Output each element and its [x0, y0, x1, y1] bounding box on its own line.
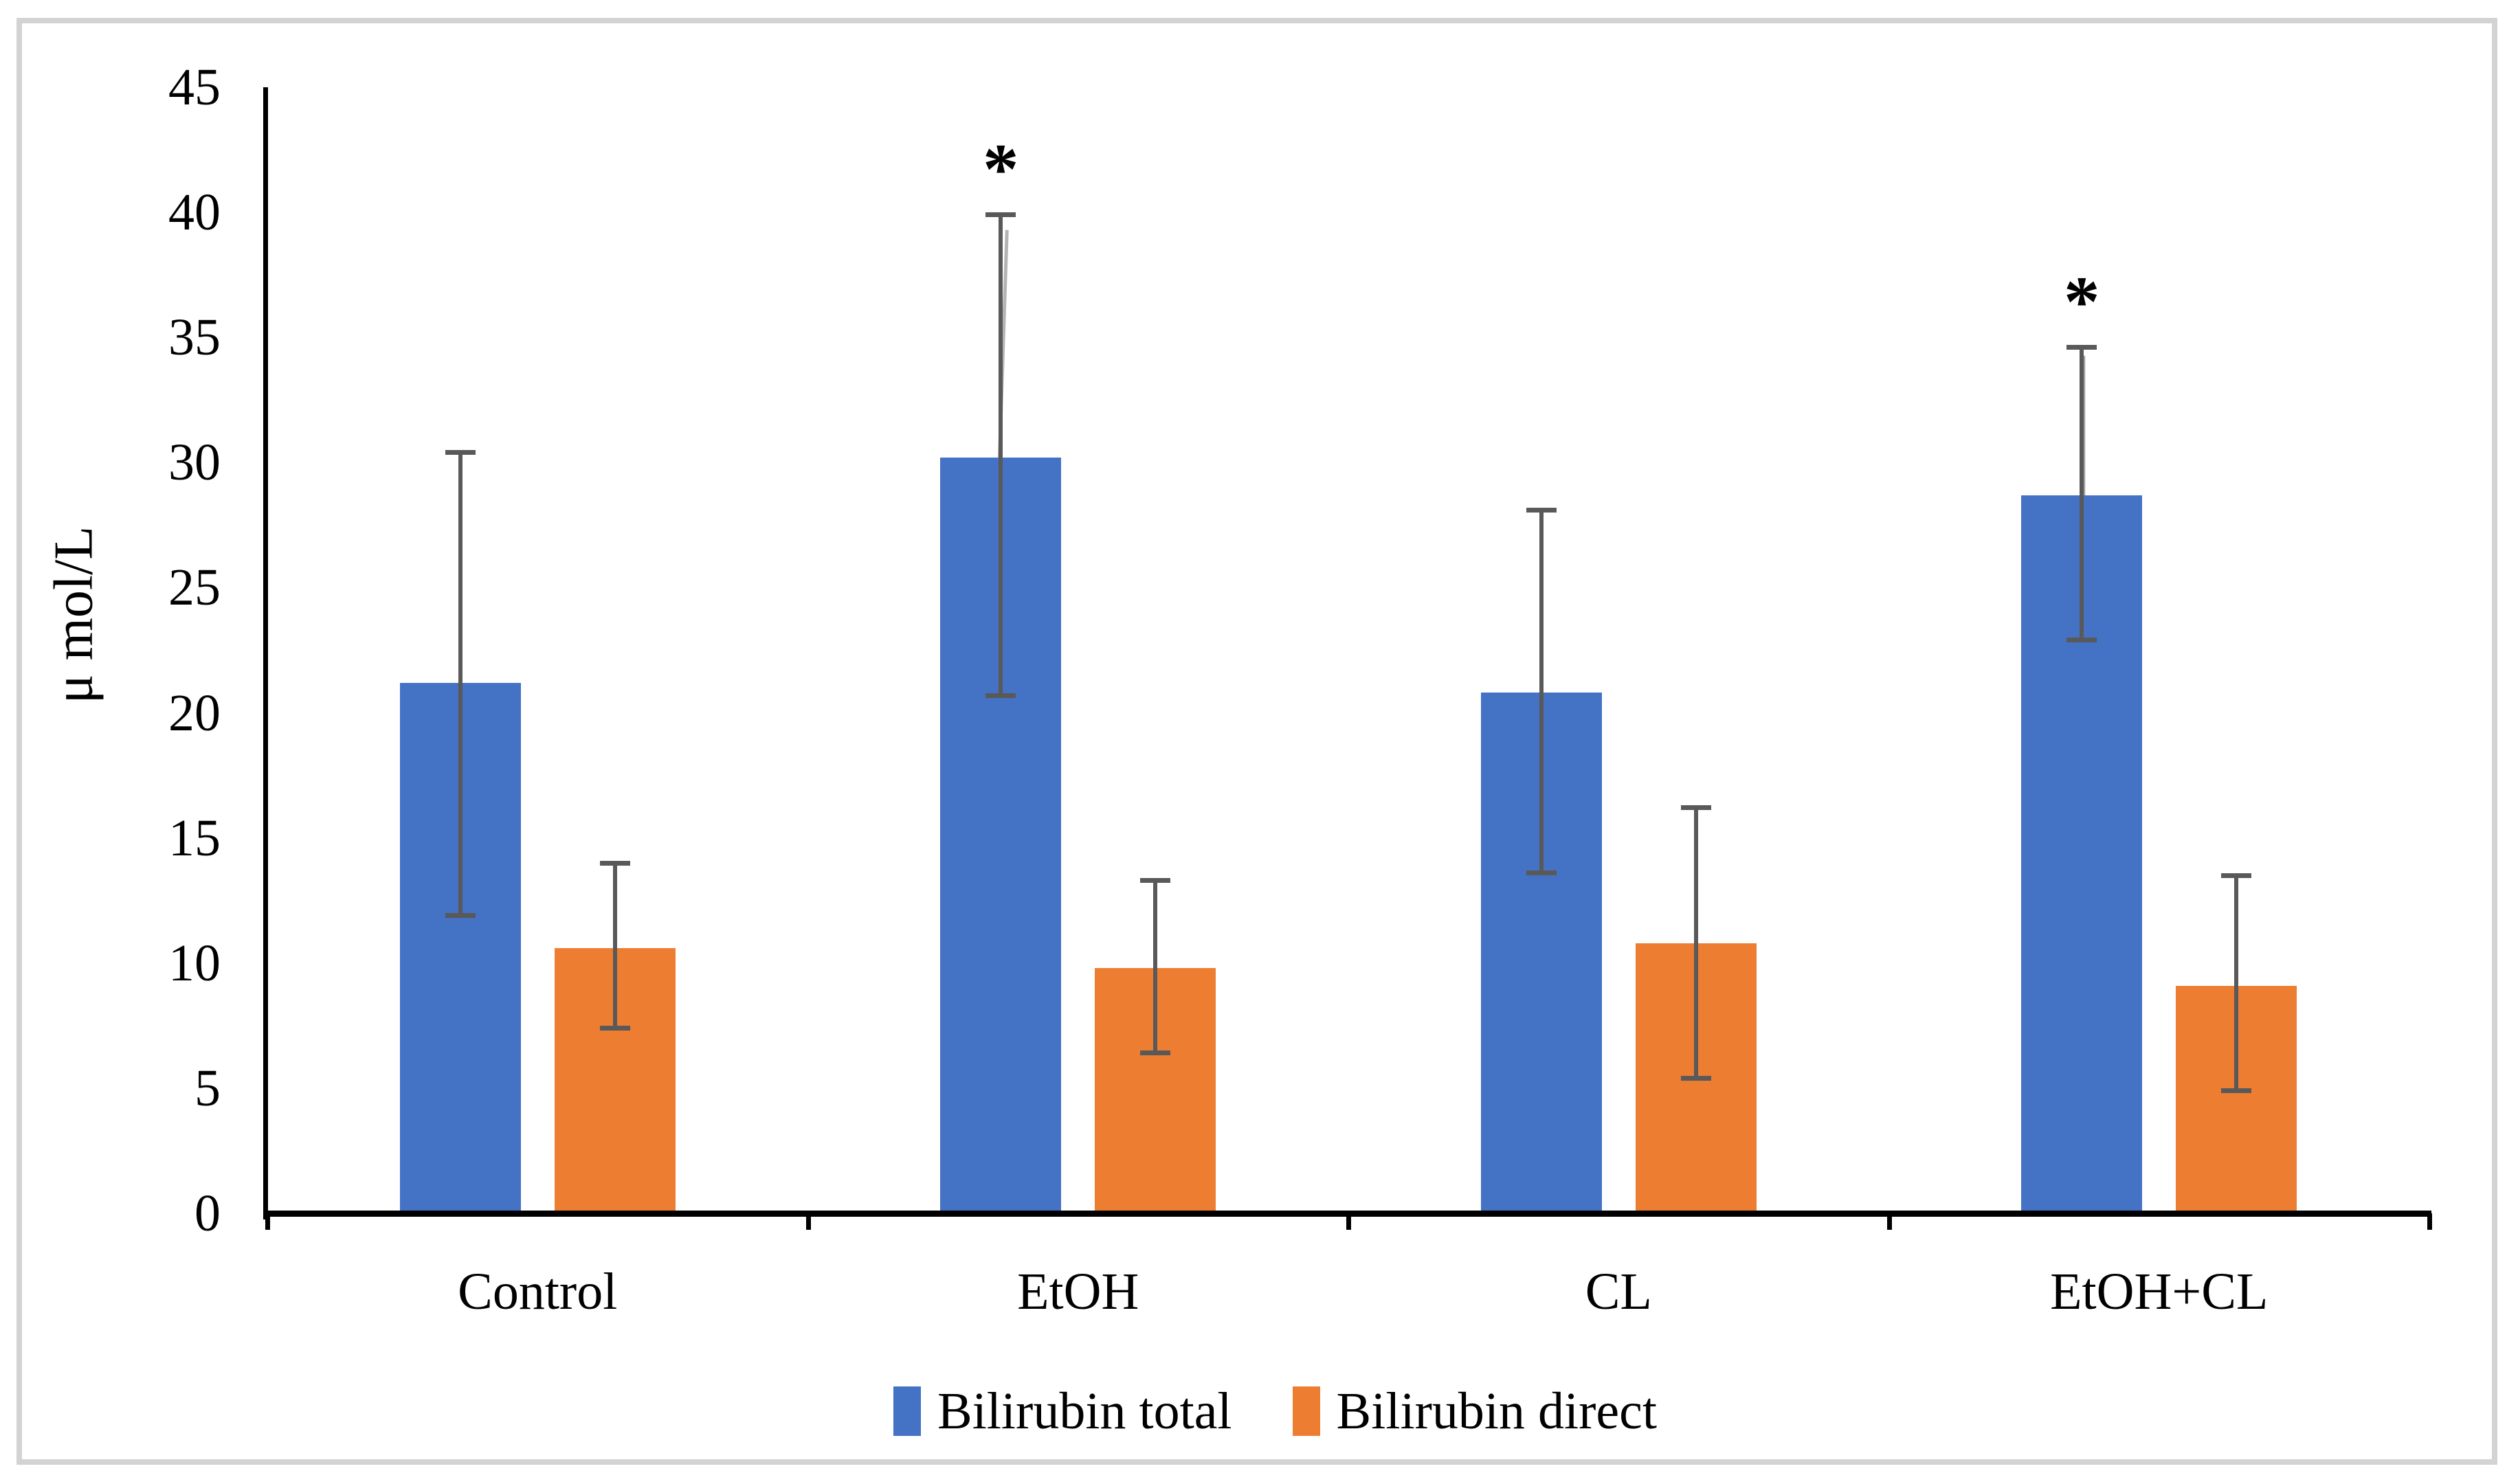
error-bar-cap: [2066, 345, 2097, 350]
error-bar-line: [458, 452, 463, 916]
legend-swatch: [1292, 1386, 1320, 1436]
legend: Bilirubin total Bilirubin direct: [893, 1380, 1657, 1443]
error-bar-line: [1693, 807, 1698, 1079]
y-tick-label: 25: [168, 559, 221, 617]
y-tick-label: 20: [168, 684, 221, 742]
error-bar-cap: [1140, 1050, 1171, 1056]
error-bar-cap: [1140, 878, 1171, 884]
legend-item-bilirubin-total: Bilirubin total: [893, 1382, 1232, 1440]
error-bar-cap: [599, 860, 630, 866]
category-label: Control: [458, 1263, 618, 1320]
y-tick-label: 5: [194, 1059, 221, 1117]
significance-asterisk: *: [2064, 260, 2100, 341]
error-bar-line: [2234, 875, 2239, 1091]
error-bar-cap: [985, 693, 1016, 698]
error-bar-cap: [1526, 508, 1557, 513]
y-tick-label: 45: [168, 58, 221, 116]
legend-label: Bilirubin direct: [1336, 1382, 1658, 1440]
significance-asterisk: *: [983, 128, 1019, 209]
error-bar-cap: [2221, 1088, 2252, 1094]
legend-item-bilirubin-direct: Bilirubin direct: [1292, 1382, 1658, 1440]
category-label: CL: [1585, 1263, 1652, 1320]
category-label: EtOH+CL: [2050, 1263, 2269, 1320]
y-tick-label: 40: [168, 183, 221, 242]
y-tick-label: 35: [168, 308, 221, 367]
x-axis-tick-mark: [1886, 1213, 1892, 1230]
y-tick-label: 15: [168, 809, 221, 867]
y-tick-label: 10: [168, 934, 221, 992]
error-bar-cap: [1526, 870, 1557, 876]
legend-label: Bilirubin total: [937, 1382, 1232, 1440]
error-bar-cap: [1680, 1075, 1711, 1081]
error-bar-cap: [599, 1025, 630, 1031]
error-bar-line: [999, 214, 1003, 696]
x-axis-tick-mark: [1346, 1213, 1351, 1230]
error-bar-cap: [2221, 873, 2252, 878]
legend-swatch: [893, 1386, 921, 1436]
error-bar-cap: [985, 212, 1016, 218]
y-tick-label: 30: [168, 434, 221, 492]
error-bar-line: [1539, 510, 1544, 873]
error-bar-cap: [1680, 805, 1711, 811]
y-tick-label: 0: [194, 1184, 221, 1242]
error-bar-cap: [445, 913, 476, 919]
y-axis-line: [263, 87, 268, 1219]
error-bar-line: [612, 863, 617, 1028]
x-axis-tick-mark: [2427, 1213, 2432, 1230]
x-axis-tick-mark: [265, 1213, 270, 1230]
error-bar-cap: [2066, 638, 2097, 643]
x-axis-tick-mark: [805, 1213, 811, 1230]
error-bar-cap: [445, 450, 476, 456]
error-bar-line: [2080, 347, 2084, 640]
category-label: EtOH: [1017, 1263, 1139, 1320]
error-bar-line: [1153, 880, 1158, 1053]
